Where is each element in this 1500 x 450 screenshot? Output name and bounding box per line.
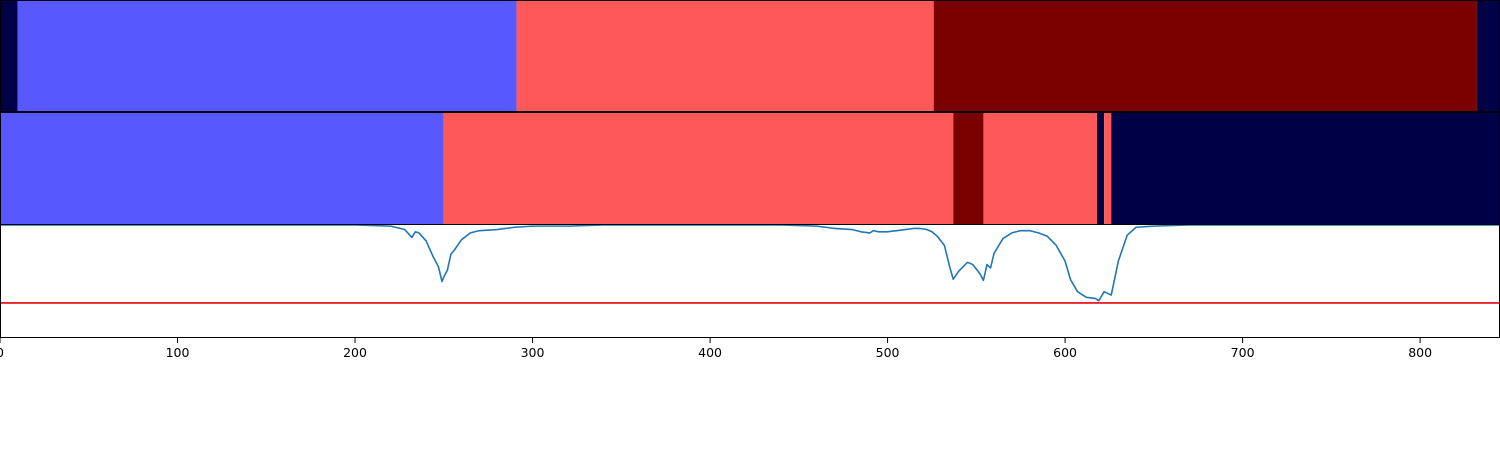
x-tick-label: 100 [166, 345, 190, 360]
x-axis: 0 100 200 300 400 500 600 700 800 [0, 338, 1432, 360]
segment-2-1 [0, 113, 444, 225]
panel-frame-3 [0, 224, 1500, 338]
segment-1-1 [0, 1, 18, 112]
x-tick-label: 600 [1053, 345, 1077, 360]
score-line [0, 225, 1500, 302]
x-tick-label: 500 [876, 345, 900, 360]
x-tick-label: 0 [0, 345, 4, 360]
segment-2-3 [953, 113, 984, 225]
segment-2-2 [443, 113, 954, 225]
x-tick-label: 700 [1231, 345, 1255, 360]
x-tick-label: 400 [698, 345, 722, 360]
x-tick-label: 800 [1408, 345, 1432, 360]
segment-2-4 [983, 113, 1098, 225]
segment-1-4 [933, 1, 1477, 112]
x-tick-label: 200 [343, 345, 367, 360]
segment-1-3 [516, 1, 934, 112]
segment-2-6 [1104, 113, 1112, 225]
segment-2-5 [1097, 113, 1105, 225]
segment-track-2 [0, 113, 1500, 225]
segment-2-7 [1111, 113, 1500, 225]
x-tick-label: 300 [521, 345, 545, 360]
segment-track-1 [0, 1, 1500, 112]
segment-1-5 [1476, 1, 1500, 112]
segment-1-2 [17, 1, 517, 112]
line-panel [0, 225, 1500, 304]
